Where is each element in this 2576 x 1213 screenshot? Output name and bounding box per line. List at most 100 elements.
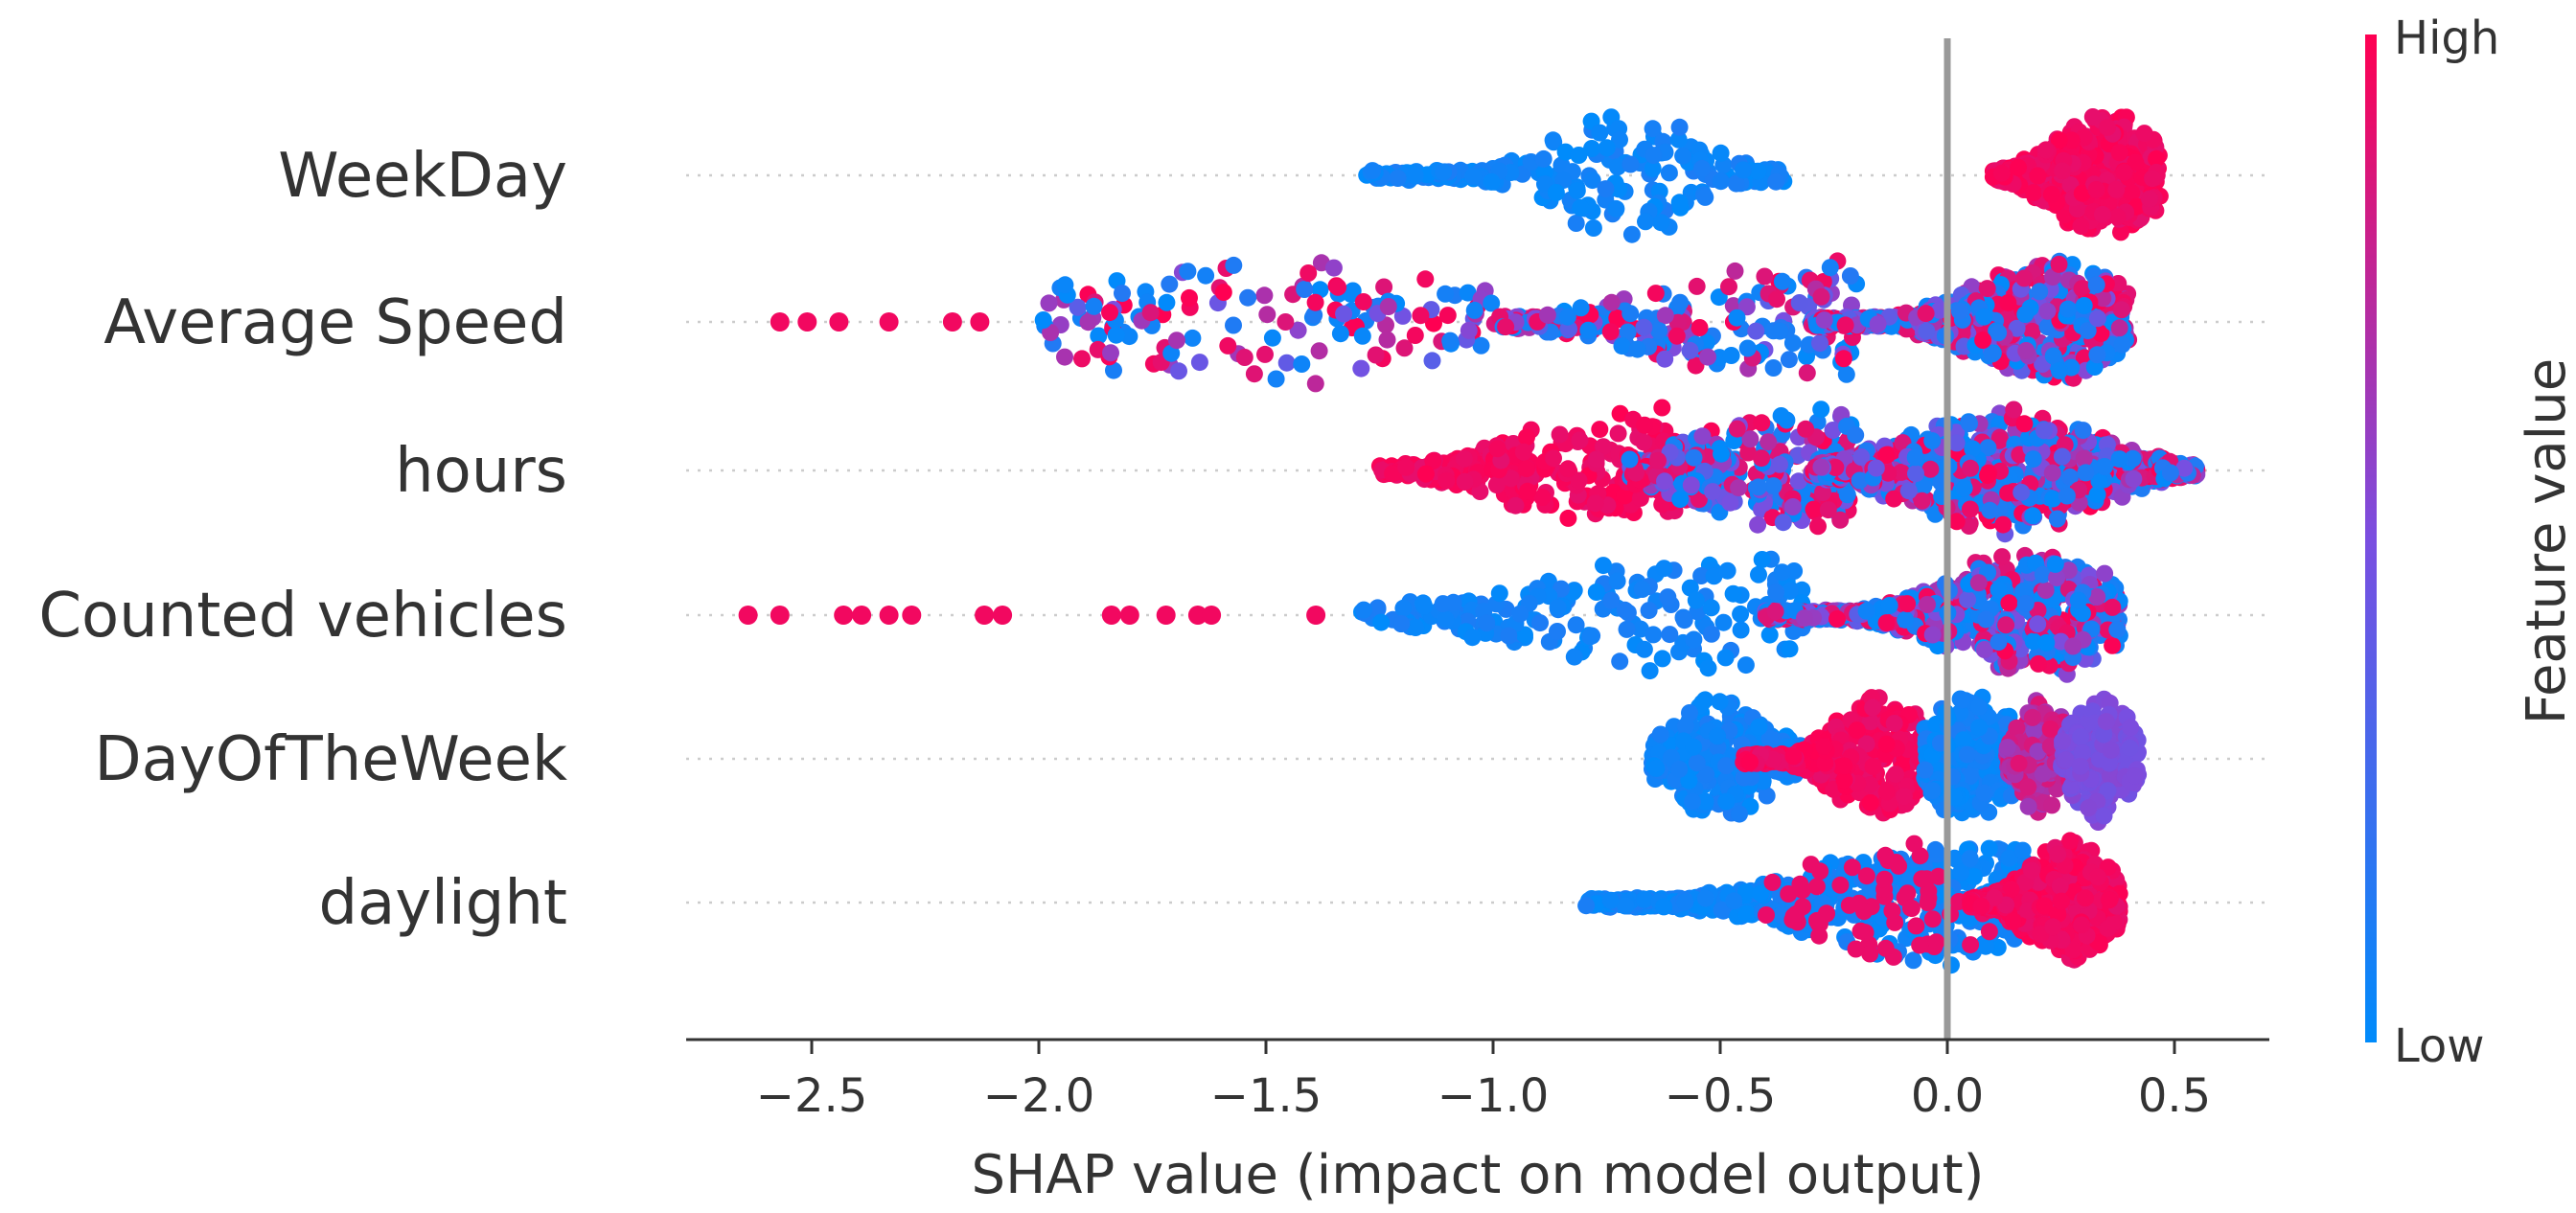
shap-point bbox=[1727, 174, 1745, 193]
shap-point bbox=[1805, 500, 1823, 518]
shap-point bbox=[1598, 139, 1616, 157]
shap-point bbox=[1622, 225, 1641, 243]
shap-point bbox=[1955, 479, 1973, 497]
shap-point bbox=[1478, 614, 1496, 632]
shap-point bbox=[1293, 355, 1311, 373]
shap-point bbox=[1834, 350, 1852, 368]
shap-outlier-point bbox=[1306, 606, 1326, 625]
shap-point bbox=[1646, 285, 1665, 303]
shap-point bbox=[1718, 561, 1736, 580]
shap-point bbox=[1653, 650, 1671, 668]
shap-point bbox=[2108, 208, 2127, 226]
shap-point bbox=[1702, 625, 1720, 643]
shap-point bbox=[1918, 322, 1936, 340]
shap-point bbox=[1225, 256, 1243, 274]
shap-point bbox=[1547, 184, 1565, 201]
shap-point bbox=[1812, 287, 1830, 306]
shap-point bbox=[1653, 399, 1671, 417]
shap-point bbox=[1310, 342, 1328, 360]
shap-point bbox=[1587, 584, 1605, 601]
shap-point bbox=[1531, 614, 1549, 632]
shap-point bbox=[1990, 324, 2008, 342]
shap-point bbox=[1753, 449, 1770, 468]
shap-point bbox=[1167, 332, 1185, 350]
shap-point bbox=[1591, 124, 1609, 142]
shap-point bbox=[1750, 718, 1768, 736]
shap-point bbox=[1836, 316, 1854, 334]
shap-point bbox=[2112, 301, 2130, 319]
shap-point bbox=[1579, 321, 1598, 339]
shap-point bbox=[1962, 459, 1980, 477]
shap-point bbox=[1815, 311, 1833, 330]
shap-point bbox=[2048, 510, 2066, 528]
shap-point bbox=[1704, 483, 1722, 501]
shap-point bbox=[1570, 147, 1588, 164]
shap-point bbox=[1674, 147, 1692, 165]
shap-point bbox=[2050, 255, 2068, 273]
shap-point bbox=[1685, 448, 1703, 467]
shap-point bbox=[1329, 278, 1347, 296]
shap-point bbox=[2104, 636, 2122, 654]
shap-point bbox=[1837, 365, 1855, 383]
shap-point bbox=[1670, 118, 1689, 136]
shap-point bbox=[1713, 445, 1731, 463]
shap-point bbox=[2010, 158, 2027, 176]
shap-point bbox=[1559, 509, 1577, 527]
shap-point bbox=[1717, 757, 1736, 775]
shap-point bbox=[1073, 350, 1091, 368]
shap-point bbox=[2015, 269, 2034, 287]
shap-outlier-point bbox=[852, 606, 872, 625]
shap-point bbox=[2005, 401, 2023, 419]
shap-point bbox=[1567, 215, 1585, 232]
shap-point bbox=[1276, 313, 1295, 331]
shap-point bbox=[1753, 414, 1771, 432]
shap-point bbox=[1375, 278, 1393, 296]
shap-point bbox=[2054, 162, 2072, 180]
shap-point bbox=[1637, 213, 1654, 231]
shap-point bbox=[1899, 482, 1918, 500]
shap-point bbox=[2108, 621, 2127, 639]
shap-point bbox=[1749, 478, 1767, 496]
shap-point bbox=[2038, 302, 2057, 320]
shap-point bbox=[1702, 599, 1720, 617]
shap-point bbox=[1819, 501, 1837, 519]
shap-point bbox=[2053, 447, 2071, 466]
shap-point bbox=[2141, 190, 2158, 208]
shap-point bbox=[1644, 626, 1663, 644]
shap-point bbox=[1649, 451, 1667, 469]
shap-point bbox=[1766, 603, 1784, 621]
shap-point bbox=[2144, 170, 2161, 188]
shap-point bbox=[1812, 401, 1830, 419]
shap-point bbox=[1581, 628, 1599, 646]
shap-point bbox=[1069, 298, 1087, 316]
shap-point bbox=[1263, 329, 1281, 347]
shap-point bbox=[1114, 285, 1131, 303]
shap-point bbox=[1378, 331, 1396, 349]
shap-point bbox=[2036, 141, 2055, 159]
shap-point bbox=[1961, 500, 1979, 518]
shap-point bbox=[2056, 206, 2074, 224]
shap-point bbox=[1488, 440, 1506, 458]
shap-point bbox=[1567, 616, 1585, 634]
shap-point bbox=[1611, 130, 1628, 149]
shap-point bbox=[1609, 158, 1626, 176]
shap-point bbox=[1736, 656, 1755, 675]
shap-outlier-point bbox=[1101, 606, 1121, 625]
shap-point bbox=[1796, 609, 1813, 627]
shap-point bbox=[2043, 464, 2061, 482]
shap-point bbox=[1688, 277, 1706, 295]
shap-point bbox=[1416, 270, 1435, 288]
shap-outlier-point bbox=[879, 312, 899, 332]
shap-outlier-point bbox=[770, 312, 790, 332]
shap-point bbox=[1354, 293, 1372, 310]
shap-point bbox=[1635, 433, 1653, 451]
shap-point bbox=[1511, 605, 1530, 623]
shap-point bbox=[2087, 276, 2105, 294]
shap-point bbox=[1460, 321, 1478, 339]
shap-point bbox=[1670, 760, 1689, 778]
shap-point bbox=[2024, 507, 2042, 525]
shap-point bbox=[1885, 490, 1903, 508]
shap-outlier-point bbox=[970, 312, 990, 332]
shap-point bbox=[2096, 564, 2114, 583]
shap-point bbox=[1681, 341, 1699, 359]
